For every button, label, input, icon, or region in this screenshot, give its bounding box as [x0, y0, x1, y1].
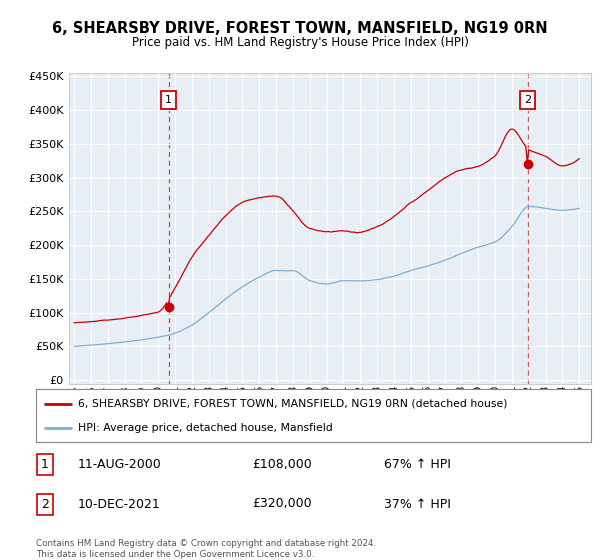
Text: HPI: Average price, detached house, Mansfield: HPI: Average price, detached house, Mans…	[77, 423, 332, 433]
Text: 10-DEC-2021: 10-DEC-2021	[78, 497, 161, 511]
Text: 6, SHEARSBY DRIVE, FOREST TOWN, MANSFIELD, NG19 0RN: 6, SHEARSBY DRIVE, FOREST TOWN, MANSFIEL…	[52, 21, 548, 36]
Text: 1: 1	[165, 95, 172, 105]
Text: 1: 1	[41, 458, 49, 472]
Text: Price paid vs. HM Land Registry's House Price Index (HPI): Price paid vs. HM Land Registry's House …	[131, 36, 469, 49]
Text: 2: 2	[524, 95, 532, 105]
Text: 67% ↑ HPI: 67% ↑ HPI	[384, 458, 451, 472]
Text: This data is licensed under the Open Government Licence v3.0.: This data is licensed under the Open Gov…	[36, 550, 314, 559]
Text: 11-AUG-2000: 11-AUG-2000	[78, 458, 162, 472]
Text: £108,000: £108,000	[252, 458, 312, 472]
Text: 37% ↑ HPI: 37% ↑ HPI	[384, 497, 451, 511]
Text: £320,000: £320,000	[252, 497, 311, 511]
Text: Contains HM Land Registry data © Crown copyright and database right 2024.: Contains HM Land Registry data © Crown c…	[36, 539, 376, 548]
Text: 6, SHEARSBY DRIVE, FOREST TOWN, MANSFIELD, NG19 0RN (detached house): 6, SHEARSBY DRIVE, FOREST TOWN, MANSFIEL…	[77, 399, 507, 409]
Text: 2: 2	[41, 497, 49, 511]
